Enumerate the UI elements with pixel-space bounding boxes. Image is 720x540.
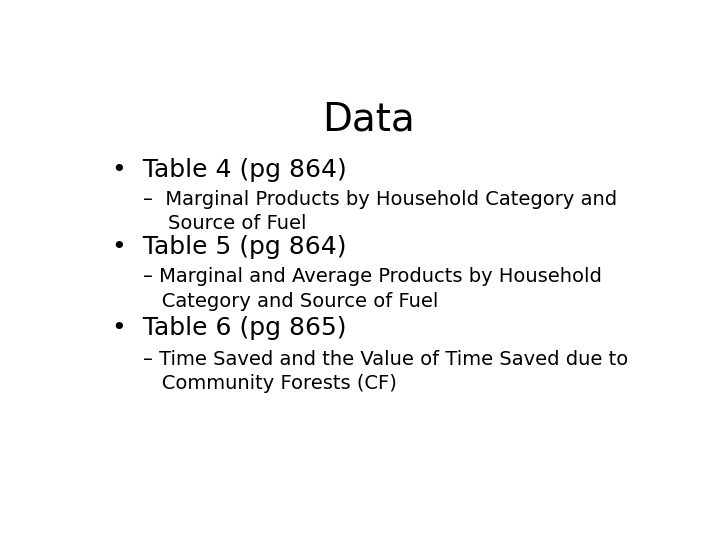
Text: •  Table 4 (pg 864): • Table 4 (pg 864) [112,158,347,183]
Text: •  Table 6 (pg 865): • Table 6 (pg 865) [112,316,347,340]
Text: Data: Data [323,100,415,138]
Text: –  Marginal Products by Household Category and
    Source of Fuel: – Marginal Products by Household Categor… [143,190,617,233]
Text: •  Table 5 (pg 864): • Table 5 (pg 864) [112,235,347,259]
Text: – Time Saved and the Value of Time Saved due to
   Community Forests (CF): – Time Saved and the Value of Time Saved… [143,349,629,393]
Text: – Marginal and Average Products by Household
   Category and Source of Fuel: – Marginal and Average Products by House… [143,267,602,310]
